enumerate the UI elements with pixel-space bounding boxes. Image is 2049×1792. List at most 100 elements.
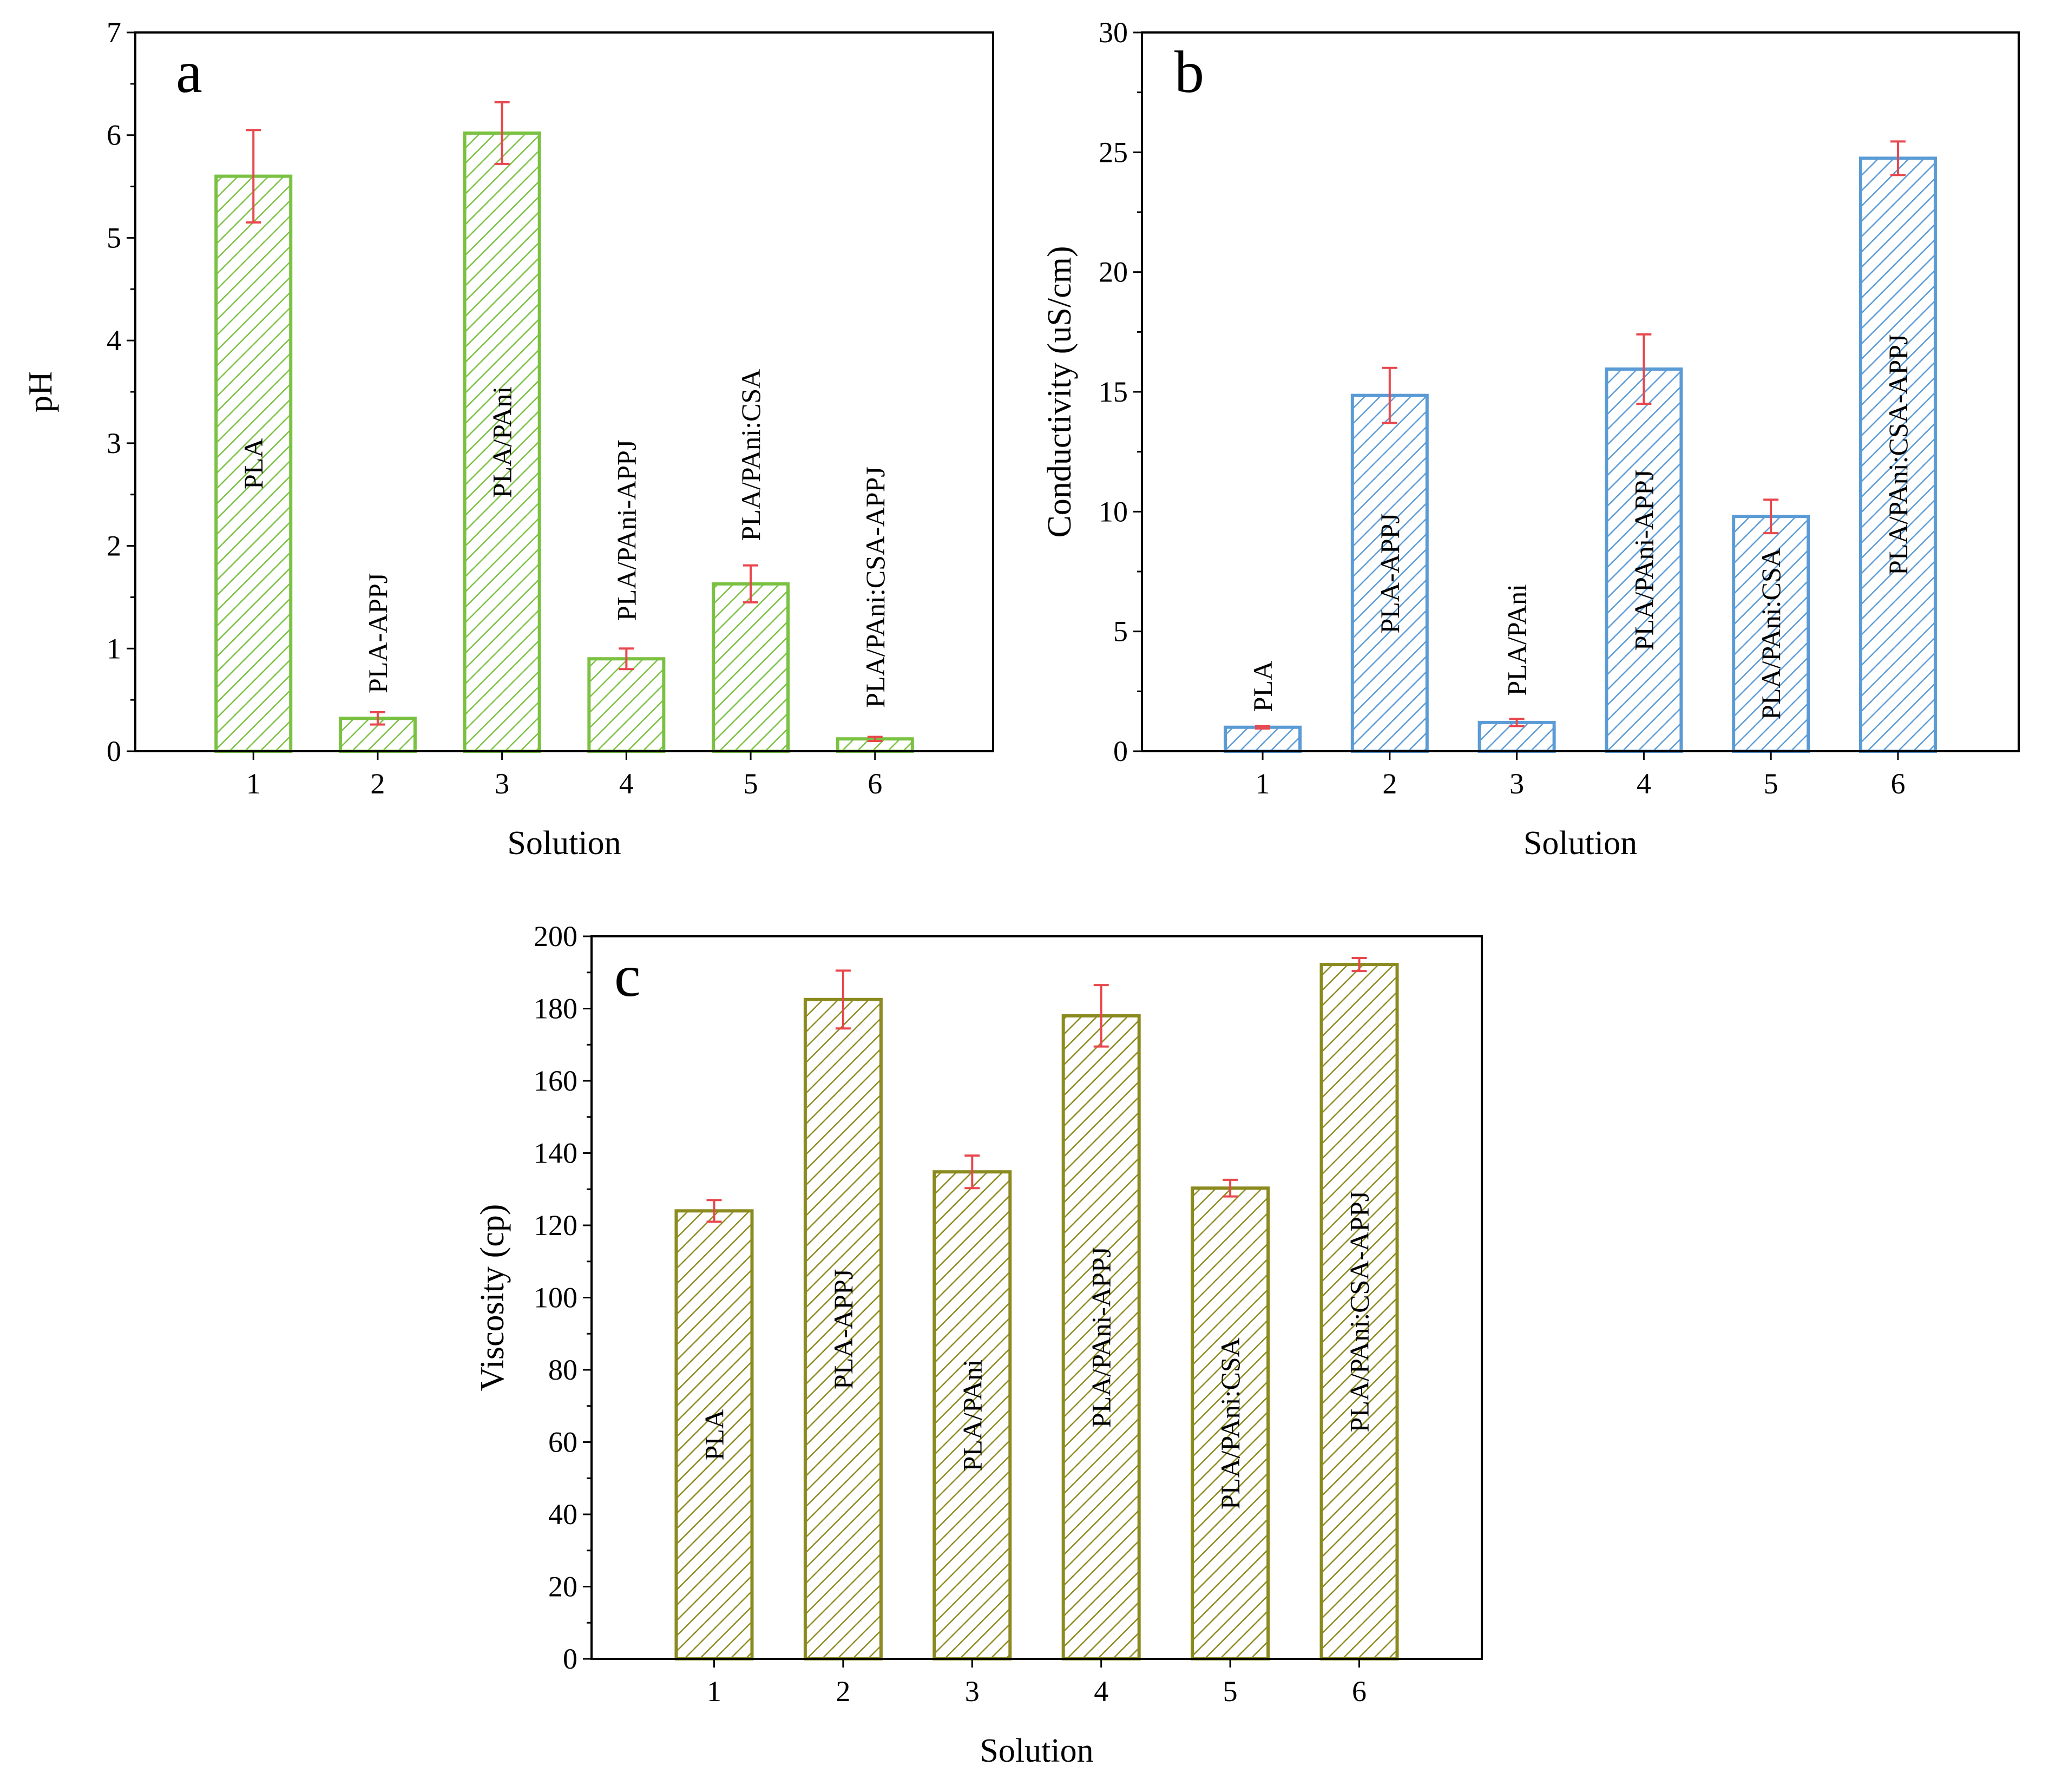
- error-bar-2: [370, 711, 385, 726]
- bar-label-2: PLA-APPJ: [1375, 513, 1405, 633]
- bar-label-6: PLA/PAni:CSA-APPJ: [1344, 1191, 1375, 1433]
- y-tick-label: 3: [107, 427, 121, 460]
- error-bar-2: [1382, 366, 1397, 424]
- x-tick-label-4: 4: [1637, 767, 1651, 800]
- y-tick-label: 5: [107, 221, 121, 254]
- y-tick-label: 7: [107, 16, 121, 49]
- bar-4: [587, 657, 666, 753]
- panel-letter: b: [1174, 39, 1204, 105]
- error-bar-4: [619, 647, 634, 671]
- x-tick-label-2: 2: [1382, 767, 1397, 800]
- y-tick-label: 120: [534, 1209, 577, 1242]
- x-axis-title: Solution: [1523, 825, 1637, 862]
- bar-label-1: PLA: [238, 438, 268, 489]
- y-tick-label: 80: [548, 1354, 577, 1386]
- x-tick-label-3: 3: [495, 767, 509, 800]
- x-tick-label-1: 1: [246, 767, 261, 800]
- bar-label-5: PLA/PAni:CSA: [1215, 1337, 1245, 1509]
- y-tick-label: 4: [107, 324, 121, 357]
- x-tick-label-5: 5: [1223, 1675, 1238, 1708]
- x-tick-label-5: 5: [1764, 767, 1778, 800]
- bar-2: [803, 997, 883, 1660]
- x-tick-label-4: 4: [1094, 1675, 1108, 1708]
- y-tick-label: 6: [107, 119, 121, 152]
- x-tick-label-6: 6: [868, 767, 882, 800]
- bar-6: [1319, 963, 1399, 1660]
- y-tick-label: 20: [548, 1571, 577, 1603]
- bar-label-2: PLA-APPJ: [828, 1269, 858, 1389]
- plot-frame: [134, 31, 994, 752]
- y-tick-label: 5: [1113, 615, 1128, 648]
- bar-label-3: PLA/PAni: [957, 1360, 987, 1472]
- bar-label-3: PLA/PAni: [487, 386, 517, 498]
- bar-1: [214, 174, 293, 753]
- y-tick-label: 20: [1099, 256, 1128, 288]
- bar-label-6: PLA/PAni:CSA-APPJ: [860, 467, 890, 708]
- y-axis-title: Conductivity (uS/cm): [1041, 246, 1078, 537]
- x-tick-label-2: 2: [836, 1675, 850, 1708]
- bar-label-4: PLA/PAni-APPJ: [611, 440, 641, 621]
- bar-label-2: PLA-APPJ: [363, 573, 393, 693]
- y-tick-label: 60: [548, 1426, 577, 1459]
- bar-1: [1224, 725, 1302, 753]
- bar-3: [463, 131, 541, 753]
- x-tick-label-4: 4: [619, 767, 634, 800]
- error-bar-6: [867, 736, 883, 743]
- y-tick-label: 0: [563, 1643, 577, 1675]
- x-tick-label-3: 3: [1509, 767, 1524, 800]
- error-bar-5: [743, 564, 759, 603]
- y-tick-label: 25: [1099, 136, 1128, 168]
- bar-5: [712, 582, 790, 753]
- y-axis-title: pH: [22, 371, 59, 412]
- chart-panel-a: PLA 1 PLA-APPJ 2 PLA/PAni 3 PLA/PAni-APPJ 4 PLA/…: [22, 16, 994, 862]
- y-tick-label: 30: [1099, 16, 1128, 49]
- bar-label-3: PLA/PAni: [1502, 584, 1532, 696]
- y-tick-label: 10: [1099, 495, 1128, 528]
- bar-label-1: PLA: [699, 1409, 729, 1460]
- error-bar-5: [1223, 1178, 1238, 1198]
- error-bar-5: [1763, 498, 1779, 535]
- error-bar-4: [1636, 333, 1652, 405]
- error-bar-3: [494, 101, 510, 165]
- x-tick-label-2: 2: [370, 767, 385, 800]
- error-bar-6: [1351, 957, 1367, 973]
- error-bar-1: [706, 1199, 722, 1223]
- y-tick-label: 140: [534, 1137, 577, 1170]
- y-tick-label: 0: [1113, 735, 1128, 767]
- x-tick-label-1: 1: [707, 1675, 721, 1708]
- plot-frame: [1141, 31, 2020, 752]
- y-tick-label: 0: [107, 735, 121, 767]
- x-tick-label-6: 6: [1352, 1675, 1367, 1708]
- y-tick-label: 1: [107, 632, 121, 665]
- bar-label-1: PLA: [1247, 661, 1278, 712]
- chart-panel-b: PLA 1 PLA-APPJ 2 PLA/PAni 3 PLA/PAni-APPJ 4 PLA/…: [1041, 16, 2020, 862]
- error-bar-4: [1093, 984, 1109, 1048]
- bar-1: [674, 1209, 754, 1661]
- bar-label-5: PLA/PAni:CSA: [735, 369, 766, 541]
- bar-6: [1858, 156, 1937, 753]
- y-axis-title: Viscosity (cp): [474, 1204, 511, 1391]
- y-tick-label: 160: [534, 1065, 577, 1097]
- x-tick-label-1: 1: [1256, 767, 1270, 800]
- panel-letter: a: [176, 39, 202, 105]
- x-axis-title: Solution: [507, 825, 621, 862]
- x-tick-label-6: 6: [1890, 767, 1905, 800]
- panel-letter: c: [614, 943, 641, 1009]
- bar-label-4: PLA/PAni-APPJ: [1628, 470, 1659, 651]
- x-axis-title: Solution: [980, 1732, 1093, 1769]
- bar-label-6: PLA/PAni:CSA-APPJ: [1883, 334, 1913, 575]
- bar-5: [1191, 1186, 1270, 1661]
- y-tick-label: 2: [107, 530, 121, 562]
- y-tick-label: 180: [534, 993, 577, 1025]
- y-tick-label: 200: [534, 920, 577, 953]
- chart-panel-c: PLA 1 PLA-APPJ 2 PLA/PAni 3 PLA/PAni-APPJ 4 PLA/…: [474, 920, 1483, 1769]
- error-bar-2: [835, 969, 851, 1030]
- bar-4: [1605, 367, 1683, 753]
- y-tick-label: 15: [1099, 376, 1128, 408]
- bar-5: [1732, 515, 1810, 753]
- error-bar-6: [1890, 140, 1906, 176]
- error-bar-3: [1509, 718, 1525, 727]
- error-bar-1: [1255, 725, 1271, 730]
- plot-frame: [590, 935, 1483, 1660]
